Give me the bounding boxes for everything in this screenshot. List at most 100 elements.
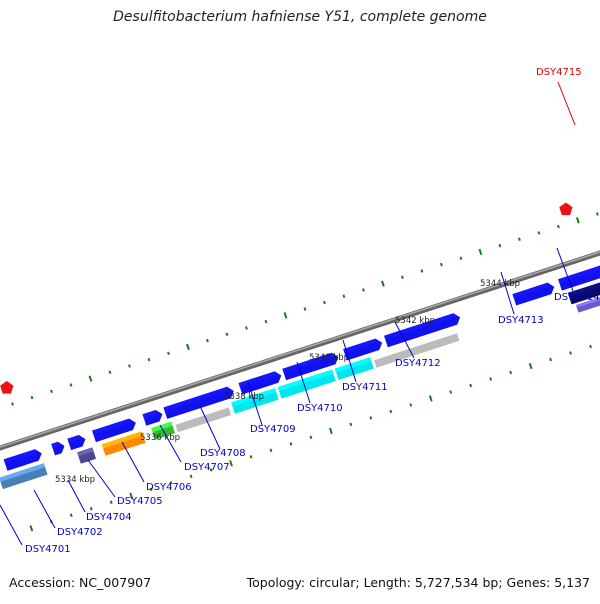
- gene-label-dsy4706[interactable]: DSY4706: [146, 482, 192, 493]
- gene-arrow[interactable]: [384, 313, 461, 348]
- inner-tick: [269, 448, 273, 453]
- leader-line: [33, 489, 56, 529]
- inner-tick: [569, 351, 572, 355]
- scale-label: 5334 kbp: [55, 475, 95, 485]
- gene-arrow-highlight[interactable]: [282, 352, 334, 373]
- gene-arrow[interactable]: [343, 338, 383, 361]
- inner-tick: [209, 468, 213, 472]
- outer-tick: [323, 300, 326, 305]
- inner-tick: [169, 481, 173, 485]
- gene-arrow-highlight[interactable]: [3, 449, 37, 464]
- gene-label-dsy4709[interactable]: DSY4709: [250, 424, 296, 435]
- red-marker[interactable]: [0, 380, 14, 394]
- inner-tick: [89, 507, 93, 511]
- gene-arrow-highlight[interactable]: [384, 313, 455, 340]
- outer-tick: [108, 370, 112, 375]
- leader-line: [342, 339, 357, 383]
- gene-label-dsy4704[interactable]: DSY4704: [86, 512, 132, 523]
- gene-label-dsy4707[interactable]: DSY4707: [184, 462, 230, 473]
- leader-line: [556, 247, 574, 292]
- inner-tick: [489, 377, 493, 381]
- outer-tick: [206, 338, 209, 343]
- gene-arrow[interactable]: [238, 371, 282, 395]
- gene-box-cyan-highlight[interactable]: [231, 388, 277, 407]
- outer-tick: [69, 383, 73, 387]
- gene-label-dsy4712[interactable]: DSY4712: [395, 358, 441, 369]
- scale-label: 5342 kbp: [395, 316, 435, 326]
- red-marker[interactable]: [559, 202, 573, 216]
- leader-line: [296, 361, 311, 404]
- gene-arrow[interactable]: [3, 449, 42, 471]
- leader-line: [67, 479, 86, 513]
- gene-arrow-highlight[interactable]: [512, 282, 549, 299]
- inner-tick: [309, 435, 313, 440]
- leader-line: [159, 424, 182, 463]
- gene-label-dsy4713[interactable]: DSY4713: [498, 315, 544, 326]
- gene-label-dsy4708[interactable]: DSY4708: [200, 448, 246, 459]
- inner-tick: [389, 409, 393, 414]
- inner-tick: [369, 416, 373, 420]
- outer-tick: [11, 402, 14, 406]
- outer-tick: [498, 243, 502, 248]
- gene-box-lavender-highlight[interactable]: [575, 282, 600, 308]
- leader-line: [557, 81, 576, 126]
- gene-label-dsy4711[interactable]: DSY4711: [342, 382, 388, 393]
- gene-label-dsy4714[interactable]: DSY4714: [554, 292, 600, 303]
- gene-arrow-highlight[interactable]: [67, 435, 81, 443]
- inner-tick: [229, 460, 233, 467]
- inner-tick: [109, 500, 113, 505]
- gene-arrow-highlight[interactable]: [142, 409, 158, 419]
- accession-label: Accession: NC_007907: [9, 575, 152, 590]
- outer-tick: [478, 248, 483, 256]
- outer-tick: [517, 237, 521, 242]
- leader-line: [87, 459, 116, 498]
- inner-tick: [449, 390, 453, 394]
- gene-box-orange-highlight[interactable]: [101, 431, 144, 449]
- scale-label: 5340 kbp: [309, 353, 349, 363]
- outer-tick: [167, 351, 170, 356]
- gene-arrow-highlight[interactable]: [92, 418, 131, 435]
- gene-arrow-highlight[interactable]: [163, 386, 229, 412]
- outer-tick: [147, 357, 151, 362]
- gene-arrow[interactable]: [512, 282, 555, 306]
- inner-tick: [469, 383, 473, 388]
- outer-tick: [225, 332, 229, 337]
- outer-tick: [245, 326, 248, 330]
- leader-line: [394, 321, 415, 359]
- gene-box-gray-highlight[interactable]: [174, 403, 229, 425]
- page-title: Desulfitobacterium hafniense Y51, comple…: [113, 9, 487, 25]
- gene-arrow[interactable]: [92, 418, 136, 443]
- gene-label-dsy4705[interactable]: DSY4705: [117, 496, 163, 507]
- gene-box-steelblue-highlight[interactable]: [0, 463, 46, 482]
- gene-label-dsy4715[interactable]: DSY4715: [536, 67, 582, 78]
- leader-line: [500, 271, 515, 315]
- gene-label-dsy4702[interactable]: DSY4702: [57, 527, 103, 538]
- gene-arrow-highlight[interactable]: [51, 441, 60, 448]
- gene-arrow-highlight[interactable]: [343, 338, 377, 354]
- gene-box-cyan-highlight[interactable]: [334, 357, 372, 373]
- inner-tick: [149, 487, 153, 492]
- inner-tick: [189, 474, 193, 479]
- leader-line: [199, 405, 221, 450]
- gene-label-dsy4710[interactable]: DSY4710: [297, 403, 343, 414]
- gene-box-slate-highlight[interactable]: [77, 447, 94, 457]
- leader-line: [0, 504, 23, 546]
- outer-tick: [88, 375, 93, 382]
- inner-tick: [409, 403, 413, 407]
- gene-label-dsy4701[interactable]: DSY4701: [25, 544, 71, 555]
- inner-tick: [249, 455, 253, 459]
- outer-tick: [30, 395, 34, 400]
- leader-line: [121, 441, 145, 483]
- gene-box-green-highlight[interactable]: [151, 421, 173, 433]
- gene-box-navy-highlight[interactable]: [567, 270, 600, 297]
- backbone-highlight: [0, 251, 600, 448]
- inner-tick: [589, 344, 592, 349]
- gene-arrow[interactable]: [282, 352, 339, 381]
- gene-box-gray-highlight[interactable]: [372, 329, 457, 361]
- scale-label: 5344 kbp: [480, 279, 520, 289]
- outer-tick: [381, 280, 385, 287]
- gene-arrow[interactable]: [163, 386, 234, 419]
- gene-box-cyan-highlight[interactable]: [277, 369, 334, 392]
